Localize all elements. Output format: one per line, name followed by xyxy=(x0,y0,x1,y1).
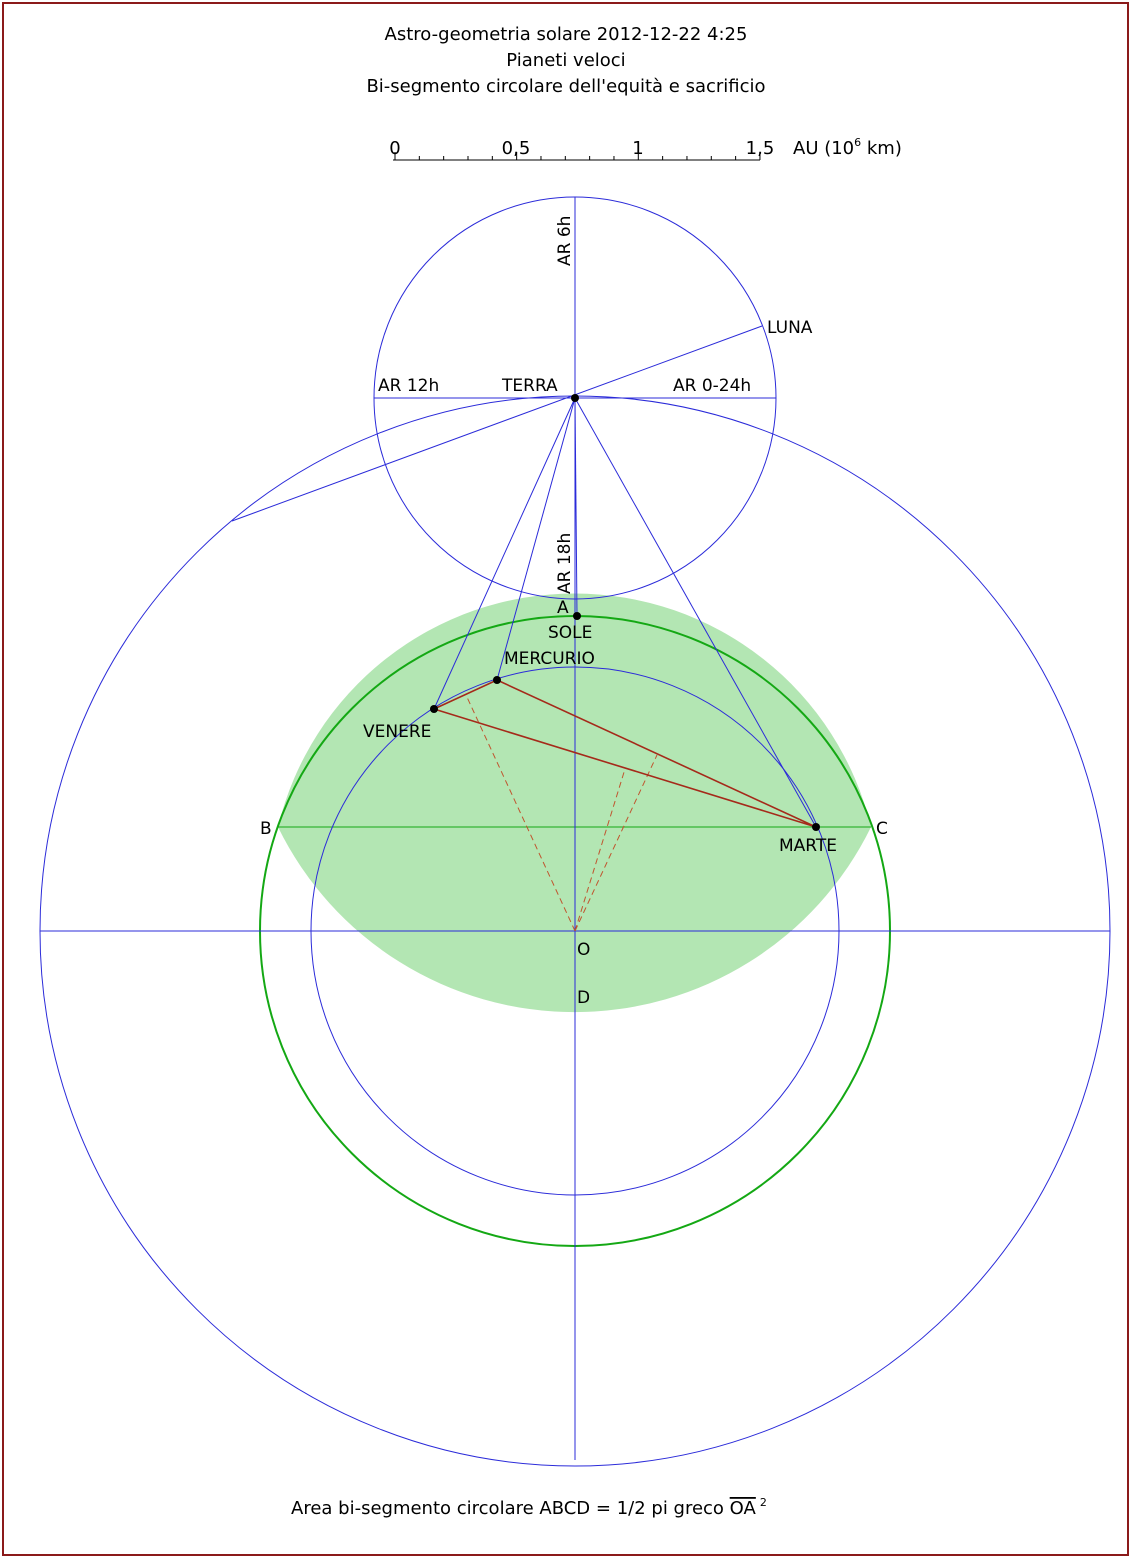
label-b: B xyxy=(260,819,272,839)
scale-tick-1: 1 xyxy=(632,138,643,159)
dashed-o-1 xyxy=(465,694,576,932)
title-line-1: Astro-geometria solare 2012-12-22 4:25 xyxy=(385,24,748,45)
label-luna: LUNA xyxy=(767,318,813,338)
label-ar18: AR 18h xyxy=(555,533,575,594)
earth-point xyxy=(571,394,579,402)
label-mercurio: MERCURIO xyxy=(504,649,595,669)
label-a: A xyxy=(557,598,569,618)
scale-tick-05: 0,5 xyxy=(502,138,531,159)
scale-bar: 0 0,5 1 1,5 AU (106 km) xyxy=(389,136,902,161)
scale-tick-0: 0 xyxy=(389,138,400,159)
label-terra: TERRA xyxy=(501,376,558,396)
sun-point xyxy=(573,612,581,620)
label-venere: VENERE xyxy=(363,722,431,742)
scale-unit: AU (106 km) xyxy=(793,136,902,159)
line-earth-venus xyxy=(433,397,576,710)
label-marte: MARTE xyxy=(779,836,837,856)
venus-point xyxy=(430,705,438,713)
dashed-o-2 xyxy=(574,768,626,932)
title-line-2: Pianeti veloci xyxy=(506,50,625,71)
line-earth-mars xyxy=(574,397,817,828)
label-ar12: AR 12h xyxy=(378,376,439,396)
mars-point xyxy=(812,823,820,831)
footer-formula: Area bi-segmento circolare ABCD = 1/2 pi… xyxy=(291,1496,767,1519)
label-o: O xyxy=(577,940,590,960)
line-earth-mercury xyxy=(496,397,576,681)
label-ar6: AR 6h xyxy=(555,216,575,266)
planet-triangle xyxy=(431,679,817,828)
label-ar0: AR 0-24h xyxy=(673,376,751,396)
title-line-3: Bi-segmento circolare dell'equità e sacr… xyxy=(366,76,765,97)
moon-line xyxy=(231,325,763,522)
line-earth-sun xyxy=(574,397,578,617)
scale-tick-15: 1,5 xyxy=(746,138,775,159)
mercury-point xyxy=(493,676,501,684)
dashed-o-3 xyxy=(574,754,658,932)
label-c: C xyxy=(876,819,888,839)
label-sole: SOLE xyxy=(548,623,592,643)
label-d: D xyxy=(577,988,590,1008)
